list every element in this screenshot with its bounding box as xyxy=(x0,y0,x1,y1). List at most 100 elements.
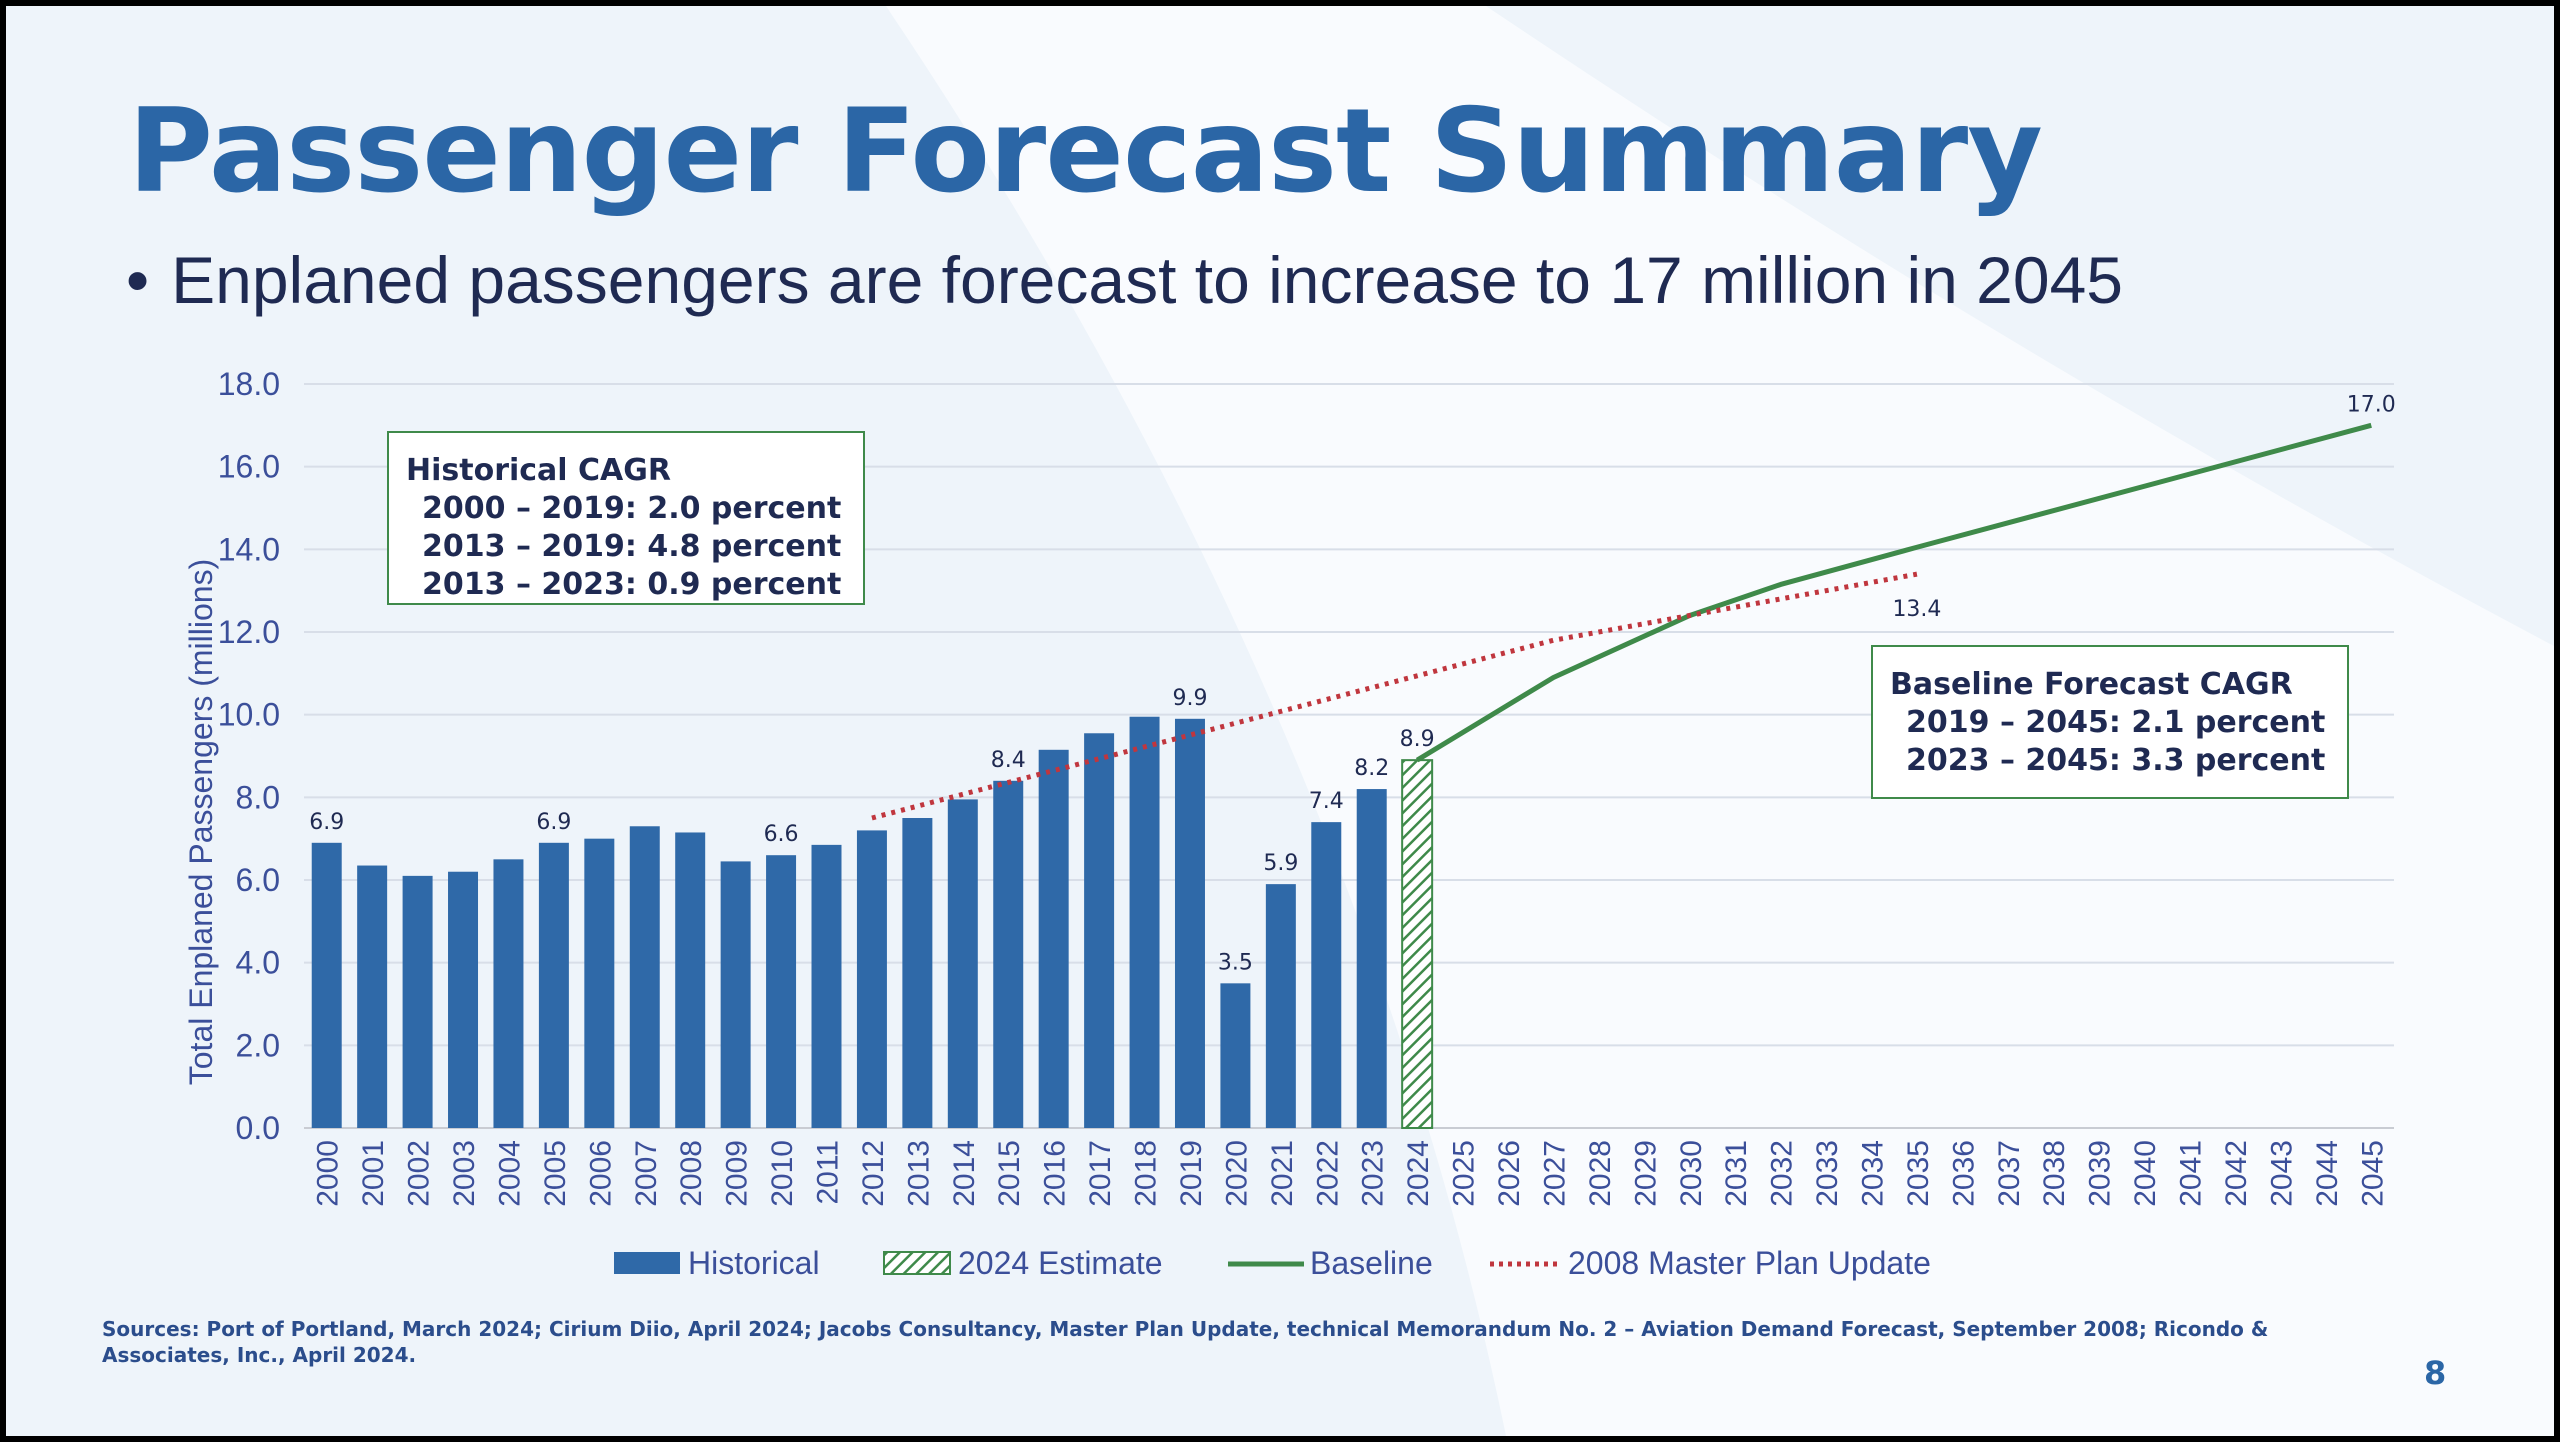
baseline-cagr-box: Baseline Forecast CAGR 2019 – 2045: 2.1 … xyxy=(1871,645,2349,799)
y-axis-label: Total Enplaned Passengers (millions) xyxy=(183,559,219,1085)
baseline-cagr-line: 2019 – 2045: 2.1 percent xyxy=(1906,705,2325,740)
master-plan-line xyxy=(871,571,1918,821)
x-tick-label: 2000 xyxy=(312,1140,345,1207)
background-shape xyxy=(886,6,2554,1436)
sources-footnote: Sources: Port of Portland, March 2024; C… xyxy=(102,1317,2269,1367)
x-tick-label: 2017 xyxy=(1084,1140,1117,1207)
bar-historical xyxy=(311,842,342,1128)
series-lines xyxy=(871,422,2372,821)
data-labels: 6.9 6.9 6.6 8.4 9.9 3.5 5.9 7.4 8.2 8.9 13.4 17.0 xyxy=(309,392,2396,975)
bar-historical xyxy=(1084,733,1115,1128)
historical-cagr-line: 2000 – 2019: 2.0 percent xyxy=(422,491,841,526)
slide: Passenger Forecast Summary • Enplaned pas… xyxy=(6,6,2554,1436)
legend-swatch-historical xyxy=(614,1252,680,1274)
bar-historical xyxy=(993,780,1024,1128)
legend-item-master-plan: 2008 Master Plan Update xyxy=(1490,1245,1931,1281)
bar-historical xyxy=(402,875,433,1128)
x-tick-label: 2044 xyxy=(2311,1140,2344,1207)
x-tick-label: 2012 xyxy=(857,1140,890,1207)
bar-historical xyxy=(629,826,660,1128)
x-tick-label: 2036 xyxy=(1947,1140,1980,1207)
x-tick-label: 2016 xyxy=(1039,1140,1072,1207)
x-tick-label: 2019 xyxy=(1175,1140,1208,1207)
bar-historical xyxy=(811,844,842,1128)
page-number: 8 xyxy=(2424,1354,2447,1392)
x-tick-label: 2042 xyxy=(2220,1140,2253,1207)
y-tick-label: 14.0 xyxy=(218,531,280,567)
x-tick-label: 2010 xyxy=(766,1140,799,1207)
y-tick-label: 18.0 xyxy=(218,366,280,402)
bar-estimate xyxy=(1401,759,1434,1130)
historical-cagr-line: 2013 – 2019: 4.8 percent xyxy=(422,529,841,564)
bullet-marker: • xyxy=(126,243,150,317)
x-tick-label: 2026 xyxy=(1493,1140,1526,1207)
x-tick-label: 2023 xyxy=(1357,1140,1390,1207)
x-tick-label: 2043 xyxy=(2265,1140,2298,1207)
legend-label-master-plan: 2008 Master Plan Update xyxy=(1568,1245,1931,1281)
legend-item-estimate: 2024 Estimate xyxy=(883,1245,1163,1281)
x-tick-label: 2008 xyxy=(675,1140,708,1207)
y-axis-ticks: 0.0 2.0 4.0 6.0 8.0 10.0 12.0 14.0 16.0 18.0 xyxy=(218,366,280,1146)
bar-historical xyxy=(1265,884,1296,1128)
bar-historical xyxy=(357,865,388,1128)
x-tick-label: 2022 xyxy=(1311,1140,1344,1207)
baseline-cagr-line: 2023 – 2045: 3.3 percent xyxy=(1906,743,2325,778)
x-tick-label: 2031 xyxy=(1720,1140,1753,1207)
data-label: 9.9 xyxy=(1172,686,1207,711)
baseline-line xyxy=(1415,422,2372,763)
x-tick-label: 2015 xyxy=(993,1140,1026,1207)
legend-label-historical: Historical xyxy=(688,1245,820,1281)
data-label: 8.2 xyxy=(1354,756,1389,781)
bar-historical xyxy=(902,818,933,1128)
x-tick-label: 2028 xyxy=(1584,1140,1617,1207)
x-tick-label: 2032 xyxy=(1766,1140,1799,1207)
data-label: 3.5 xyxy=(1218,950,1253,975)
data-label: 7.4 xyxy=(1309,789,1344,814)
legend-label-estimate: 2024 Estimate xyxy=(958,1245,1163,1281)
data-label: 8.9 xyxy=(1400,727,1435,752)
x-axis-ticks: 2000 2001 2002 2003 2004 2005 2006 2007 2008 2009… xyxy=(312,1140,2390,1207)
y-tick-label: 16.0 xyxy=(218,449,280,485)
x-tick-label: 2024 xyxy=(1402,1140,1435,1207)
bar-historical xyxy=(766,855,797,1128)
x-tick-label: 2030 xyxy=(1675,1140,1708,1207)
x-tick-label: 2006 xyxy=(584,1140,617,1207)
data-label: 17.0 xyxy=(2347,392,2396,417)
bullet-text: Enplaned passengers are forecast to incr… xyxy=(171,243,2123,317)
forecast-chart: 0.0 2.0 4.0 6.0 8.0 10.0 12.0 14.0 16.0 18.0 Tota… xyxy=(183,366,2396,1281)
bar-historical xyxy=(720,861,751,1128)
data-label: 8.4 xyxy=(991,748,1026,773)
historical-cagr-box: Historical CAGR 2000 – 2019: 2.0 percent… xyxy=(387,431,865,605)
x-tick-label: 2033 xyxy=(1811,1140,1844,1207)
x-tick-label: 2037 xyxy=(1993,1140,2026,1207)
data-label: 6.9 xyxy=(536,810,571,835)
y-tick-label: 0.0 xyxy=(236,1110,280,1146)
y-tick-label: 2.0 xyxy=(236,1027,280,1063)
x-tick-label: 2041 xyxy=(2175,1140,2208,1207)
x-tick-label: 2011 xyxy=(812,1140,845,1205)
data-label: 5.9 xyxy=(1263,851,1298,876)
legend-item-historical: Historical xyxy=(614,1245,820,1281)
bar-historical xyxy=(493,859,524,1128)
x-tick-label: 2002 xyxy=(403,1140,436,1207)
x-tick-label: 2005 xyxy=(539,1140,572,1207)
y-tick-label: 10.0 xyxy=(218,697,280,733)
legend: Historical 2024 Estimate Baseline 2008 M… xyxy=(614,1245,1931,1281)
x-tick-label: 2020 xyxy=(1220,1140,1253,1207)
bar-historical xyxy=(1129,716,1160,1128)
x-tick-label: 2034 xyxy=(1857,1140,1890,1207)
bar-historical xyxy=(947,799,978,1128)
baseline-cagr-title: Baseline Forecast CAGR xyxy=(1890,667,2293,702)
x-tick-label: 2014 xyxy=(948,1140,981,1207)
data-label: 6.9 xyxy=(309,810,344,835)
data-label: 13.4 xyxy=(1892,597,1941,622)
bars xyxy=(311,716,1434,1130)
bullet-point: • Enplaned passengers are forecast to inc… xyxy=(126,242,2123,318)
bar-historical xyxy=(584,838,615,1128)
bar-historical xyxy=(1220,983,1251,1128)
legend-swatch-estimate xyxy=(883,1251,951,1275)
bar-historical xyxy=(1174,718,1205,1128)
x-tick-label: 2040 xyxy=(2129,1140,2162,1207)
x-tick-label: 2029 xyxy=(1629,1140,1662,1207)
bar-historical xyxy=(856,830,887,1128)
